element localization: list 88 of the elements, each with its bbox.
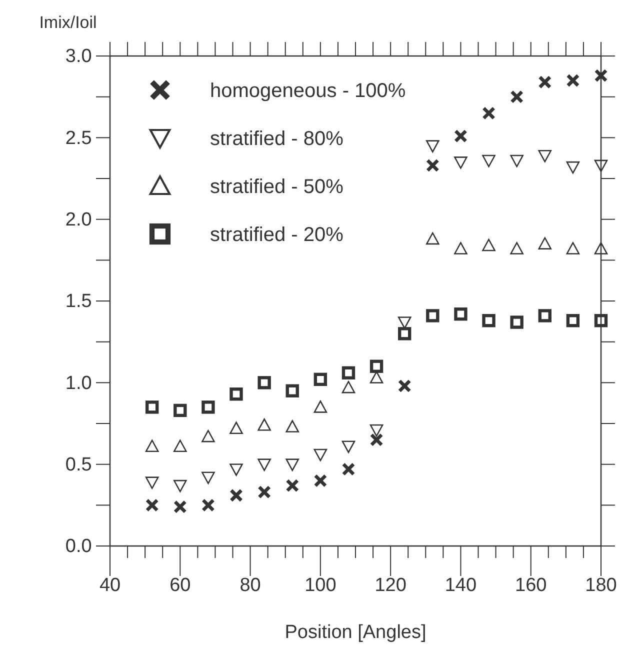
point	[454, 242, 468, 254]
point	[594, 68, 608, 82]
x-axis-title: Position [Angles]	[284, 622, 426, 643]
y-tick-label: 1.0	[65, 372, 92, 394]
legend-label: stratified - 50%	[210, 176, 344, 198]
point	[202, 472, 215, 484]
point	[145, 476, 159, 489]
point	[566, 242, 580, 254]
point	[426, 158, 440, 172]
point	[510, 154, 524, 168]
point	[538, 309, 552, 322]
point	[230, 422, 243, 434]
point	[342, 366, 356, 380]
point	[286, 420, 300, 432]
y-tick-label: 0.5	[65, 454, 92, 476]
point	[145, 498, 159, 512]
point	[314, 474, 328, 488]
y-tick-label: 3.0	[65, 46, 92, 68]
point	[370, 424, 384, 437]
point	[594, 242, 608, 254]
x-tick-label: 60	[170, 574, 191, 596]
point	[566, 314, 580, 328]
point	[258, 418, 271, 431]
point	[258, 376, 271, 390]
point	[145, 440, 159, 452]
x-tick-label: 80	[240, 574, 261, 596]
point	[426, 140, 440, 152]
point	[314, 372, 328, 386]
point	[230, 464, 243, 476]
point	[286, 478, 300, 492]
point	[482, 238, 496, 252]
point	[286, 458, 300, 471]
y-tick-label: 2.0	[65, 209, 92, 230]
point	[426, 309, 440, 322]
point	[314, 448, 328, 462]
y-tick-label: 0.0	[65, 536, 92, 558]
y-tick-label: 1.5	[65, 291, 92, 312]
point	[398, 379, 412, 393]
x-tick-label: 160	[515, 574, 547, 596]
x-tick-label: 40	[99, 574, 121, 596]
point	[173, 500, 187, 514]
point	[202, 400, 215, 414]
point	[398, 327, 412, 340]
point	[230, 488, 243, 502]
legend-label: stratified - 80%	[210, 128, 344, 150]
point	[370, 433, 384, 447]
point	[173, 440, 187, 452]
point	[538, 237, 552, 250]
point	[314, 400, 328, 413]
point	[566, 74, 580, 88]
y-axis-title: Imix/Ioil	[39, 13, 97, 32]
point	[566, 161, 580, 174]
point	[145, 400, 159, 414]
point	[594, 160, 608, 172]
point	[230, 388, 243, 401]
point	[342, 380, 356, 394]
point	[510, 242, 524, 254]
point	[538, 75, 552, 89]
point	[482, 106, 496, 120]
x-tick-label: 140	[444, 574, 477, 596]
point	[510, 316, 524, 329]
point	[342, 462, 356, 476]
point	[258, 458, 271, 471]
point	[510, 90, 524, 104]
point	[370, 360, 384, 373]
point	[482, 154, 496, 168]
point	[482, 314, 496, 328]
point	[454, 156, 468, 169]
point	[454, 129, 468, 143]
point	[538, 150, 552, 162]
point	[202, 498, 215, 512]
point	[342, 440, 356, 454]
y-tick-label: 2.5	[65, 128, 92, 149]
x-tick-label: 120	[374, 574, 406, 596]
x-tick-label: 180	[585, 574, 617, 596]
point	[426, 232, 440, 245]
point	[173, 480, 187, 492]
point	[454, 307, 468, 321]
point	[258, 485, 272, 499]
point	[174, 404, 187, 418]
point	[370, 371, 384, 384]
point	[202, 430, 215, 442]
point	[398, 316, 412, 329]
point	[286, 384, 299, 398]
legend-label: homogeneous - 100%	[210, 80, 406, 102]
point	[594, 314, 608, 328]
x-tick-label: 100	[304, 574, 336, 596]
legend-label: stratified - 20%	[210, 224, 344, 246]
